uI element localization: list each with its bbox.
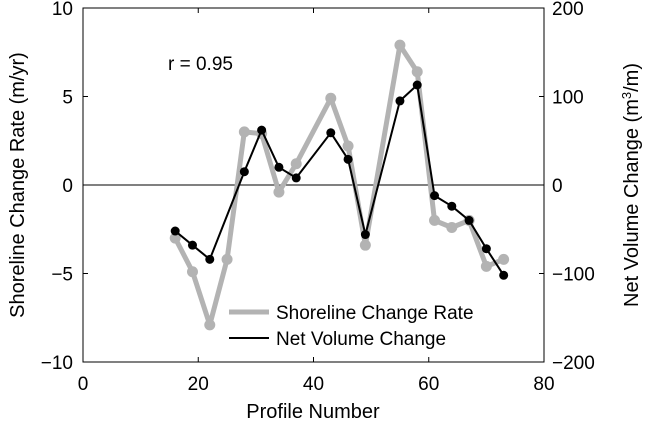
shoreline-point: [359, 239, 371, 251]
x-tick-label: 80: [533, 374, 554, 395]
volume-point: [187, 240, 197, 250]
right-y-tick-label: −200: [552, 353, 595, 374]
right-y-tick-labels: −200 −100 0 100 200: [552, 0, 595, 374]
left-y-tick-label: 0: [62, 176, 73, 197]
shoreline-point: [325, 92, 337, 104]
volume-point: [343, 154, 353, 164]
x-tick-labels: 0 20 40 60 80: [78, 374, 555, 395]
volume-point: [170, 226, 180, 236]
left-y-tick-label: −10: [41, 353, 73, 374]
volume-point: [360, 230, 370, 240]
tick-marks: [82, 7, 545, 363]
shoreline-point: [290, 158, 302, 170]
volume-point: [481, 244, 491, 254]
right-y-axis-title-prefix: Net Volume Change (m: [621, 99, 643, 307]
shoreline-point: [498, 253, 510, 265]
left-y-tick-label: −5: [51, 265, 73, 286]
shoreline-point: [342, 140, 354, 152]
series-layer: [169, 39, 510, 331]
shoreline-point: [273, 186, 285, 198]
x-tick-label: 40: [303, 374, 324, 395]
volume-point: [257, 125, 267, 135]
shoreline-point: [204, 319, 216, 331]
shoreline-point: [186, 266, 198, 278]
right-y-tick-label: 200: [552, 0, 584, 20]
correlation-annotation: r = 0.95: [168, 54, 233, 75]
shoreline-point: [446, 221, 458, 233]
shoreline-point: [411, 66, 423, 78]
right-y-axis-title-suffix: /m): [621, 63, 643, 92]
legend-label-shoreline: Shoreline Change Rate: [276, 303, 474, 324]
right-y-axis-title-superscript: 3: [619, 92, 634, 99]
right-y-axis-title: Net Volume Change (m3/m): [619, 63, 643, 307]
shoreline-point: [394, 39, 406, 51]
x-tick-label: 60: [418, 374, 439, 395]
volume-point: [326, 128, 336, 138]
volume-point: [205, 254, 215, 264]
left-y-axis-title: Shoreline Change Rate (m/yr): [7, 52, 29, 318]
shoreline-point: [480, 260, 492, 272]
shoreline-point: [238, 126, 250, 138]
series-shoreline-change-rate: [169, 39, 510, 331]
volume-point: [274, 162, 284, 172]
volume-point: [499, 270, 509, 280]
right-y-tick-label: 0: [552, 176, 563, 197]
x-tick-label: 0: [78, 374, 89, 395]
shoreline-point: [221, 253, 233, 265]
legend: Shoreline Change Rate Net Volume Change: [229, 303, 474, 350]
series-net-volume-change: [170, 80, 509, 280]
left-y-tick-labels: −10 −5 0 5 10: [41, 0, 73, 374]
volume-point: [447, 201, 457, 211]
right-y-tick-label: 100: [552, 88, 584, 109]
x-tick-label: 20: [188, 374, 209, 395]
right-y-tick-label: −100: [552, 265, 595, 286]
x-axis-title: Profile Number: [246, 401, 380, 422]
left-y-tick-label: 10: [52, 0, 73, 20]
volume-point: [430, 191, 440, 201]
legend-label-volume: Net Volume Change: [276, 329, 446, 350]
volume-point: [412, 80, 422, 90]
volume-point: [291, 173, 301, 183]
shoreline-point: [169, 232, 181, 244]
volume-line: [174, 84, 505, 277]
volume-point: [464, 215, 474, 225]
left-y-tick-label: 5: [62, 88, 73, 109]
volume-point: [239, 167, 249, 177]
volume-point: [395, 96, 405, 106]
shoreline-point: [429, 214, 441, 226]
